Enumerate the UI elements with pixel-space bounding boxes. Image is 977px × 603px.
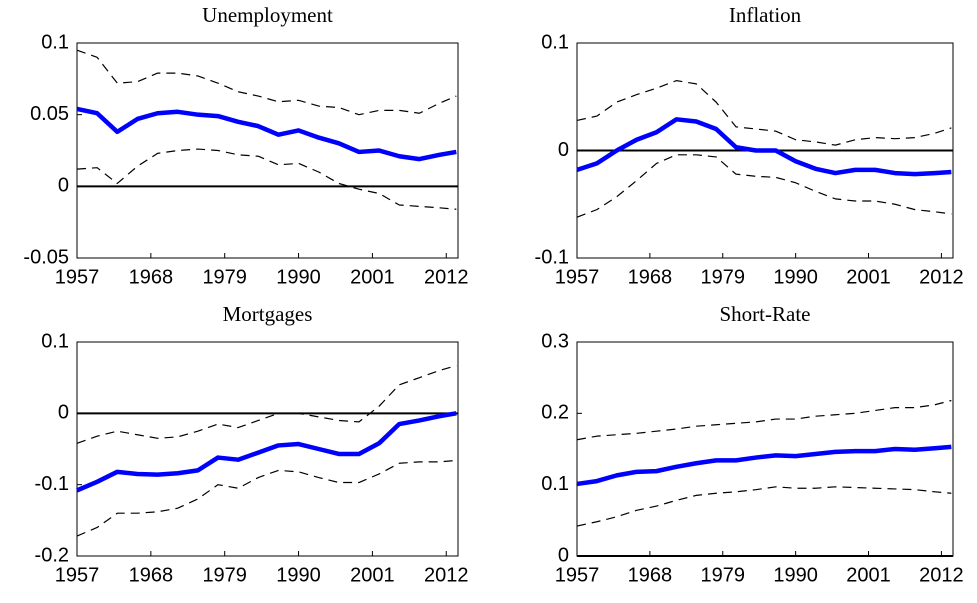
- x-tick-label: 2001: [846, 266, 891, 288]
- subplot-title: Inflation: [729, 3, 802, 27]
- y-tick-label: 0.1: [41, 330, 69, 352]
- x-tick-label: 1990: [773, 564, 818, 586]
- subplot-title: Mortgages: [223, 302, 313, 326]
- band-line: [576, 80, 952, 146]
- x-tick-label: 1957: [555, 564, 600, 586]
- x-tick-label: 2012: [919, 266, 964, 288]
- median-line: [576, 444, 952, 487]
- x-tick-label: 1968: [129, 564, 174, 586]
- y-tick-label: 0.1: [541, 31, 569, 53]
- band-line: [76, 49, 457, 116]
- x-tick-label: 2001: [350, 564, 395, 586]
- x-tick-label: 1979: [202, 266, 247, 288]
- y-tick-label: 0: [58, 402, 69, 424]
- y-tick-label: 0: [58, 175, 69, 197]
- band-line: [76, 148, 457, 210]
- x-tick-label: 1957: [555, 266, 600, 288]
- x-tick-label: 1968: [628, 564, 673, 586]
- x-tick-label: 1979: [701, 564, 746, 586]
- x-tick-label: 1968: [129, 266, 174, 288]
- median-line: [76, 411, 457, 493]
- y-tick-label: 0.05: [30, 103, 69, 125]
- y-tick-label: 0: [558, 139, 569, 161]
- band-line: [576, 486, 952, 527]
- x-tick-label: 2012: [424, 266, 469, 288]
- y-tick-label: 0.2: [541, 402, 569, 424]
- subplot-title: Short-Rate: [720, 302, 811, 326]
- x-tick-label: 1990: [276, 564, 321, 586]
- x-tick-label: 2001: [846, 564, 891, 586]
- plot-area: [76, 42, 459, 259]
- y-tick-label: 0.3: [541, 330, 569, 352]
- y-tick-label: -0.1: [535, 246, 569, 268]
- x-tick-label: 2012: [919, 564, 964, 586]
- x-tick-label: 1990: [773, 266, 818, 288]
- x-tick-label: 1957: [55, 266, 100, 288]
- y-tick-label: 0.1: [41, 31, 69, 53]
- x-tick-label: 2012: [424, 564, 469, 586]
- y-tick-label: -0.1: [35, 473, 69, 495]
- median-line: [576, 117, 952, 177]
- median-line: [76, 106, 457, 162]
- y-tick-label: 0: [558, 544, 569, 566]
- x-tick-label: 1990: [276, 266, 321, 288]
- x-tick-label: 1957: [55, 564, 100, 586]
- y-tick-label: -0.05: [23, 246, 69, 268]
- y-tick-label: -0.2: [35, 544, 69, 566]
- y-tick-label: 0.1: [541, 473, 569, 495]
- band-line: [576, 154, 952, 218]
- x-tick-label: 1979: [701, 266, 746, 288]
- x-tick-label: 2001: [350, 266, 395, 288]
- x-tick-label: 1979: [202, 564, 247, 586]
- x-tick-label: 1968: [628, 266, 673, 288]
- band-line: [76, 364, 457, 444]
- subplot-title: Unemployment: [202, 3, 333, 27]
- band-line: [576, 399, 952, 441]
